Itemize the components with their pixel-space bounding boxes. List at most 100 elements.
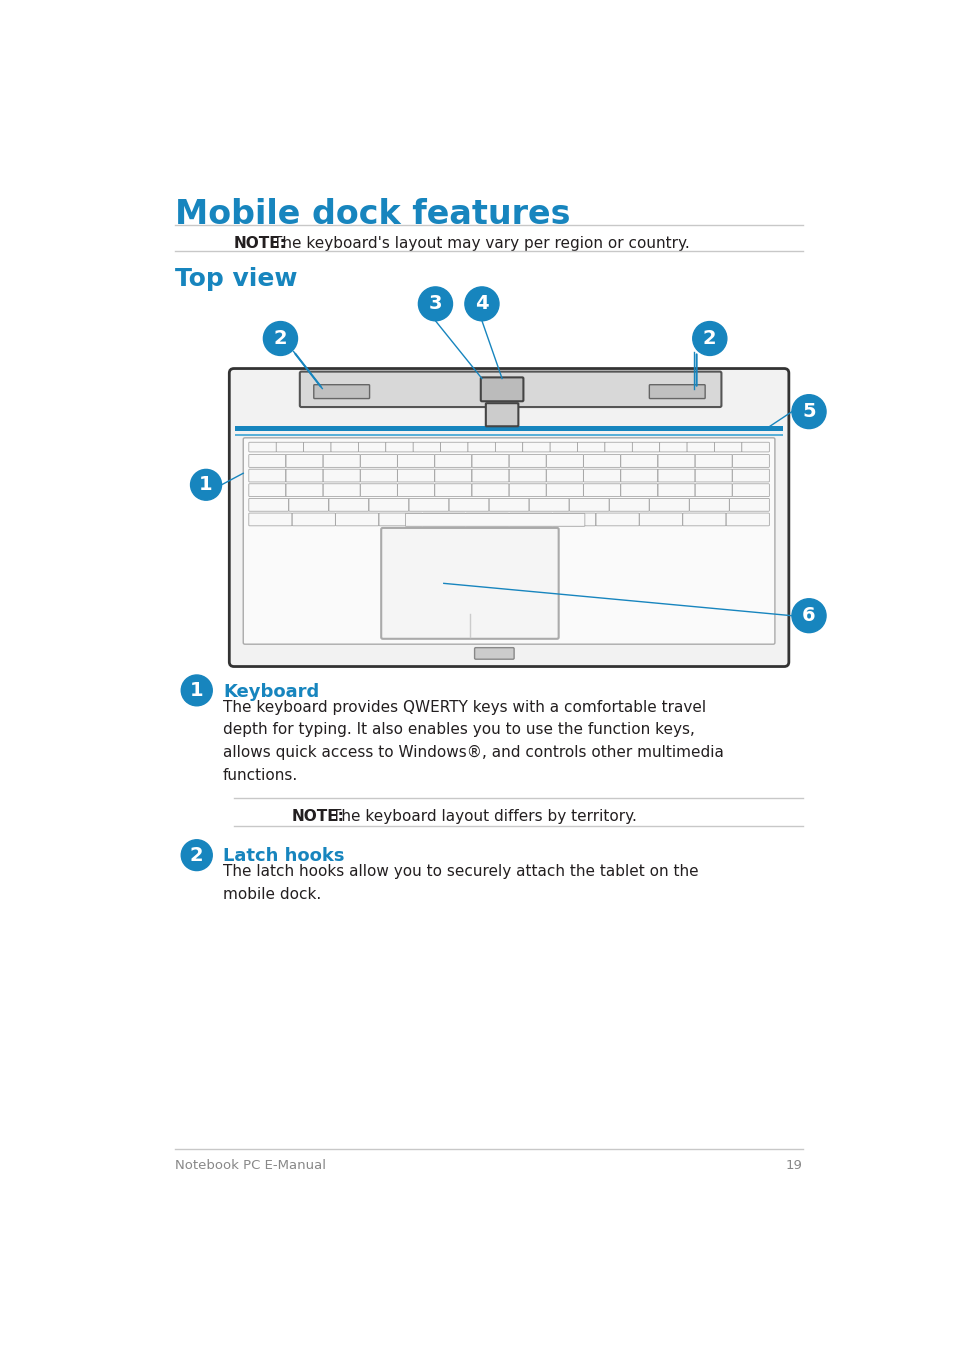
Text: NOTE:: NOTE: <box>233 237 287 252</box>
FancyBboxPatch shape <box>658 484 694 496</box>
FancyBboxPatch shape <box>682 512 725 526</box>
FancyBboxPatch shape <box>658 469 694 482</box>
FancyBboxPatch shape <box>292 512 335 526</box>
Text: 1: 1 <box>199 475 213 495</box>
FancyBboxPatch shape <box>331 443 358 452</box>
Bar <box>235 426 781 430</box>
FancyBboxPatch shape <box>596 512 639 526</box>
FancyBboxPatch shape <box>286 469 322 482</box>
FancyBboxPatch shape <box>639 512 681 526</box>
FancyBboxPatch shape <box>495 443 522 452</box>
Bar <box>235 434 781 436</box>
FancyBboxPatch shape <box>358 443 385 452</box>
FancyBboxPatch shape <box>732 455 768 467</box>
FancyBboxPatch shape <box>449 499 488 511</box>
FancyBboxPatch shape <box>289 499 328 511</box>
FancyBboxPatch shape <box>409 499 448 511</box>
FancyBboxPatch shape <box>249 455 285 467</box>
Text: Mobile dock features: Mobile dock features <box>174 198 570 230</box>
FancyBboxPatch shape <box>695 484 731 496</box>
FancyBboxPatch shape <box>286 455 322 467</box>
FancyBboxPatch shape <box>509 512 552 526</box>
Circle shape <box>181 839 212 870</box>
Circle shape <box>191 469 221 500</box>
Text: Notebook PC E-Manual: Notebook PC E-Manual <box>174 1158 326 1171</box>
FancyBboxPatch shape <box>741 443 768 452</box>
Text: 2: 2 <box>274 330 287 348</box>
FancyBboxPatch shape <box>249 512 292 526</box>
FancyBboxPatch shape <box>397 484 434 496</box>
FancyBboxPatch shape <box>472 484 508 496</box>
FancyBboxPatch shape <box>422 512 465 526</box>
FancyBboxPatch shape <box>658 455 694 467</box>
FancyBboxPatch shape <box>522 443 550 452</box>
Text: 4: 4 <box>475 295 488 313</box>
FancyBboxPatch shape <box>335 512 378 526</box>
FancyBboxPatch shape <box>323 469 359 482</box>
Text: 19: 19 <box>785 1158 802 1171</box>
FancyBboxPatch shape <box>323 455 359 467</box>
Circle shape <box>263 321 297 355</box>
FancyBboxPatch shape <box>314 385 369 398</box>
Text: Latch hooks: Latch hooks <box>223 847 344 865</box>
FancyBboxPatch shape <box>609 499 648 511</box>
FancyBboxPatch shape <box>229 369 788 667</box>
FancyBboxPatch shape <box>472 455 508 467</box>
FancyBboxPatch shape <box>649 499 688 511</box>
Text: 5: 5 <box>801 402 815 421</box>
FancyBboxPatch shape <box>577 443 604 452</box>
Text: 2: 2 <box>702 330 716 348</box>
FancyBboxPatch shape <box>397 455 434 467</box>
Text: The latch hooks allow you to securely attach the tablet on the
mobile dock.: The latch hooks allow you to securely at… <box>223 865 698 902</box>
FancyBboxPatch shape <box>583 469 619 482</box>
FancyBboxPatch shape <box>732 469 768 482</box>
Text: 6: 6 <box>801 607 815 625</box>
Circle shape <box>791 394 825 429</box>
FancyBboxPatch shape <box>472 469 508 482</box>
Text: 2: 2 <box>190 846 203 865</box>
Text: The keyboard provides QWERTY keys with a comfortable travel
depth for typing. It: The keyboard provides QWERTY keys with a… <box>223 699 723 783</box>
FancyBboxPatch shape <box>303 443 331 452</box>
FancyBboxPatch shape <box>381 529 558 639</box>
FancyBboxPatch shape <box>552 512 595 526</box>
FancyBboxPatch shape <box>689 499 728 511</box>
FancyBboxPatch shape <box>249 499 288 511</box>
FancyBboxPatch shape <box>249 469 285 482</box>
FancyBboxPatch shape <box>480 378 523 401</box>
FancyBboxPatch shape <box>649 385 704 398</box>
FancyBboxPatch shape <box>435 455 471 467</box>
Circle shape <box>181 675 212 706</box>
FancyBboxPatch shape <box>485 404 517 426</box>
FancyBboxPatch shape <box>686 443 714 452</box>
FancyBboxPatch shape <box>276 443 303 452</box>
FancyBboxPatch shape <box>550 443 577 452</box>
FancyBboxPatch shape <box>378 512 421 526</box>
Text: The keyboard's layout may vary per region or country.: The keyboard's layout may vary per regio… <box>274 237 690 252</box>
FancyBboxPatch shape <box>435 484 471 496</box>
FancyBboxPatch shape <box>249 443 276 452</box>
FancyBboxPatch shape <box>397 469 434 482</box>
FancyBboxPatch shape <box>659 443 686 452</box>
Text: 3: 3 <box>428 295 442 313</box>
FancyBboxPatch shape <box>385 443 413 452</box>
FancyBboxPatch shape <box>360 469 396 482</box>
Circle shape <box>791 599 825 632</box>
Circle shape <box>464 286 498 321</box>
FancyBboxPatch shape <box>509 469 545 482</box>
Circle shape <box>418 286 452 321</box>
FancyBboxPatch shape <box>695 455 731 467</box>
FancyBboxPatch shape <box>546 484 582 496</box>
Text: Keyboard: Keyboard <box>223 683 319 701</box>
FancyBboxPatch shape <box>620 455 657 467</box>
FancyBboxPatch shape <box>489 499 528 511</box>
FancyBboxPatch shape <box>725 512 768 526</box>
FancyBboxPatch shape <box>509 484 545 496</box>
Text: 1: 1 <box>190 681 203 699</box>
FancyBboxPatch shape <box>360 484 396 496</box>
FancyBboxPatch shape <box>369 499 408 511</box>
FancyBboxPatch shape <box>604 443 632 452</box>
FancyBboxPatch shape <box>583 455 619 467</box>
FancyBboxPatch shape <box>732 484 768 496</box>
FancyBboxPatch shape <box>620 484 657 496</box>
FancyBboxPatch shape <box>329 499 368 511</box>
